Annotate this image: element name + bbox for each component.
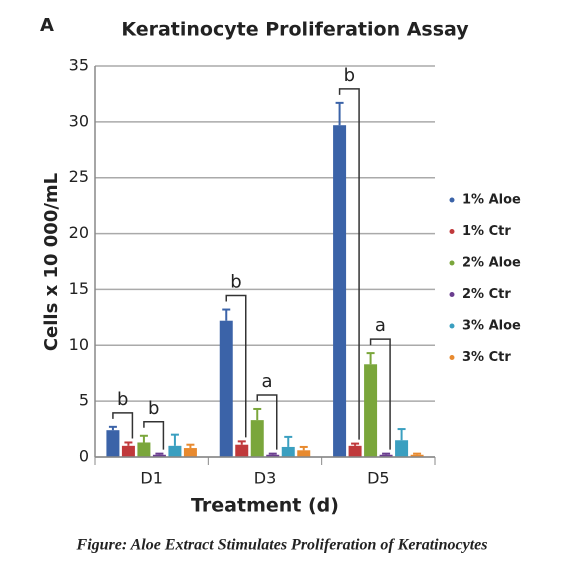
legend-marker xyxy=(449,323,455,329)
y-axis-title: Cells x 10 000/mL xyxy=(41,173,62,351)
bar xyxy=(410,454,424,457)
legend-label: 1% Aloe xyxy=(462,193,521,208)
bar xyxy=(152,454,166,457)
legend-label: 3% Aloe xyxy=(462,319,521,334)
bar xyxy=(183,448,197,457)
legend-label: 2% Aloe xyxy=(462,256,521,271)
legend-label: 2% Ctr xyxy=(462,287,511,302)
significance-bracket xyxy=(369,338,391,450)
bar xyxy=(106,430,120,457)
significance-label: a xyxy=(261,371,272,392)
bar xyxy=(235,444,249,457)
bar xyxy=(297,450,311,457)
error-bar xyxy=(351,442,360,446)
error-bar xyxy=(155,452,164,455)
significance-label: b xyxy=(230,272,241,293)
error-bar xyxy=(170,433,179,446)
x-tick-label: D1 xyxy=(140,469,163,488)
error-bar xyxy=(382,452,391,455)
bar xyxy=(281,446,295,457)
error-bar xyxy=(366,352,375,365)
error-bar xyxy=(124,441,133,446)
error-bar xyxy=(299,445,308,451)
significance-label: a xyxy=(375,315,386,336)
y-tick-label: 30 xyxy=(69,111,89,130)
error-bar xyxy=(237,440,246,445)
error-bar xyxy=(335,101,344,126)
panel-label: A xyxy=(40,15,54,36)
bar xyxy=(137,442,151,457)
significance-bracket xyxy=(338,88,360,440)
significance-bracket xyxy=(112,412,134,439)
legend-marker xyxy=(449,197,455,203)
y-tick-label: 15 xyxy=(69,279,89,298)
bar xyxy=(266,454,280,457)
legend-marker xyxy=(449,355,455,360)
x-axis-title: Treatment (d) xyxy=(191,495,339,517)
error-bar xyxy=(139,434,148,443)
y-tick-label: 5 xyxy=(79,391,89,410)
y-tick-label: 35 xyxy=(69,56,89,75)
y-tick-label: 10 xyxy=(69,335,89,354)
error-bar xyxy=(108,425,117,431)
significance-label: b xyxy=(344,65,355,86)
bar xyxy=(219,320,233,457)
legend-label: 3% Ctr xyxy=(462,350,511,365)
legend-marker xyxy=(449,229,455,234)
error-bar xyxy=(222,308,231,321)
error-bar xyxy=(268,452,277,455)
error-bar xyxy=(284,435,293,447)
bar xyxy=(121,445,135,457)
legend-marker xyxy=(449,260,455,266)
legend-label: 1% Ctr xyxy=(462,224,511,239)
significance-bracket xyxy=(143,421,165,450)
bar xyxy=(395,440,409,457)
bar xyxy=(333,125,347,458)
bar xyxy=(348,445,362,457)
significance-bracket xyxy=(225,294,247,438)
caption: Figure: Aloe Extract Stimulates Prolifer… xyxy=(76,537,488,554)
bar xyxy=(379,454,393,457)
error-bar xyxy=(397,428,406,441)
significance-bracket xyxy=(256,394,278,450)
bar xyxy=(250,420,264,457)
legend-marker xyxy=(449,292,455,297)
error-bar xyxy=(413,452,422,455)
error-bar xyxy=(253,407,262,421)
x-tick-label: D3 xyxy=(254,469,277,488)
x-tick-label: D5 xyxy=(367,469,390,488)
y-tick-label: 20 xyxy=(69,223,89,242)
error-bar xyxy=(186,443,195,449)
significance-label: b xyxy=(117,389,128,410)
bar xyxy=(168,445,182,457)
y-tick-label: 0 xyxy=(79,447,89,466)
bar xyxy=(364,364,378,457)
chart-title: Keratinocyte Proliferation Assay xyxy=(121,19,469,41)
significance-label: b xyxy=(148,398,159,419)
y-tick-label: 25 xyxy=(69,167,89,186)
